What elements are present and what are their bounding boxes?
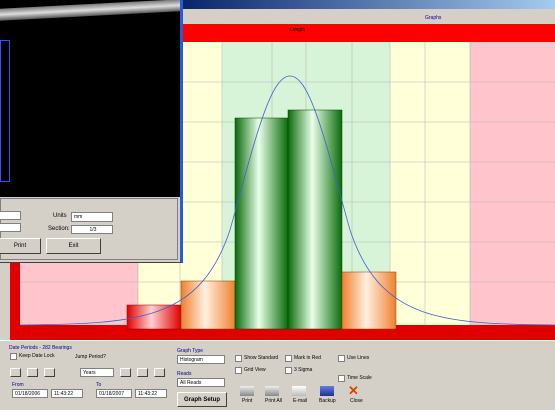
to-date[interactable]: 01/18/2007 [96,389,132,398]
print-icon[interactable] [240,386,254,396]
units-select[interactable]: mm [71,212,113,222]
nav-button[interactable] [154,368,165,377]
checkbox[interactable] [285,367,292,374]
graph-type-label: Graph Type [177,348,204,354]
checkbox[interactable] [338,355,345,362]
zone [390,42,470,325]
reads-select[interactable]: All Reads [177,378,225,387]
control-panel: Date Periods - 282 Bearings Keep Date Lo… [0,340,555,410]
period-select[interactable]: Years [80,368,114,377]
use-lines: Use Lines [347,355,370,361]
histogram-bar [126,304,182,330]
backup-icon[interactable] [320,386,334,396]
selection [0,40,10,182]
sigma: 3 Sigma [294,367,313,373]
checkbox[interactable] [235,355,242,362]
info-panel: Units mm Section: 1/3 Print Exit [0,198,178,260]
section-label: Section: [48,226,70,232]
close-action[interactable]: Close [350,398,363,404]
menu-graphs[interactable]: Graphs [425,15,442,21]
field[interactable] [0,223,21,232]
jump-period-label: Jump Period? [75,354,106,360]
exit-button[interactable]: Exit [46,238,101,254]
grid-view: Grid View [244,367,266,373]
title-bar [183,0,555,9]
zone [470,42,555,325]
menu-bar [183,9,555,23]
checkbox[interactable] [10,353,17,360]
chart-header-title: Length [290,27,306,33]
print-button[interactable]: Print [0,238,41,254]
nav-button[interactable] [44,368,55,377]
graph-setup-button[interactable]: Graph Setup [177,392,227,407]
section-value: 1/3 [71,225,113,234]
to-label: To [96,382,102,388]
to-time[interactable]: 11:43:22 [135,389,167,398]
nav-button[interactable] [120,368,131,377]
mark-in-red: Mark in Red [294,355,321,361]
units-label: Units [53,213,67,219]
image-window: Units mm Section: 1/3 Print Exit [0,0,183,263]
print-all-icon[interactable] [265,386,279,396]
close-icon[interactable]: ✕ [348,383,359,398]
show-standard: Show Standard [244,355,279,361]
reads-label: Reads [177,371,192,377]
nav-button[interactable] [27,368,38,377]
email-action[interactable]: E-mail [293,398,308,404]
graph-type-select[interactable]: Histogram [177,355,225,364]
checkbox[interactable] [338,375,345,382]
email-icon[interactable] [292,386,306,396]
histogram-bar [341,271,397,330]
checkbox[interactable] [235,367,242,374]
print-action[interactable]: Print [242,398,253,404]
from-label: From [12,382,24,388]
chart-header [183,24,555,42]
time-scale: Time Scale [347,375,372,381]
scan-image [0,0,180,197]
normal-curve [19,75,555,326]
histogram-bar [234,117,289,330]
histogram-bar [287,109,343,330]
date-periods-label: Date Periods - 282 Bearings [9,345,72,351]
nav-button[interactable] [10,368,21,377]
nav-button[interactable] [137,368,148,377]
backup-action[interactable]: Backup [319,398,336,404]
keep-date-lock: Keep Date Lock [19,353,55,359]
histogram-bar [180,280,236,330]
scan-edge [0,0,180,21]
checkbox[interactable] [285,355,292,362]
print-all-action[interactable]: Print All [265,398,282,404]
from-date[interactable]: 01/18/2006 [12,389,48,398]
field[interactable] [0,211,21,220]
from-time[interactable]: 11:43:22 [51,389,83,398]
